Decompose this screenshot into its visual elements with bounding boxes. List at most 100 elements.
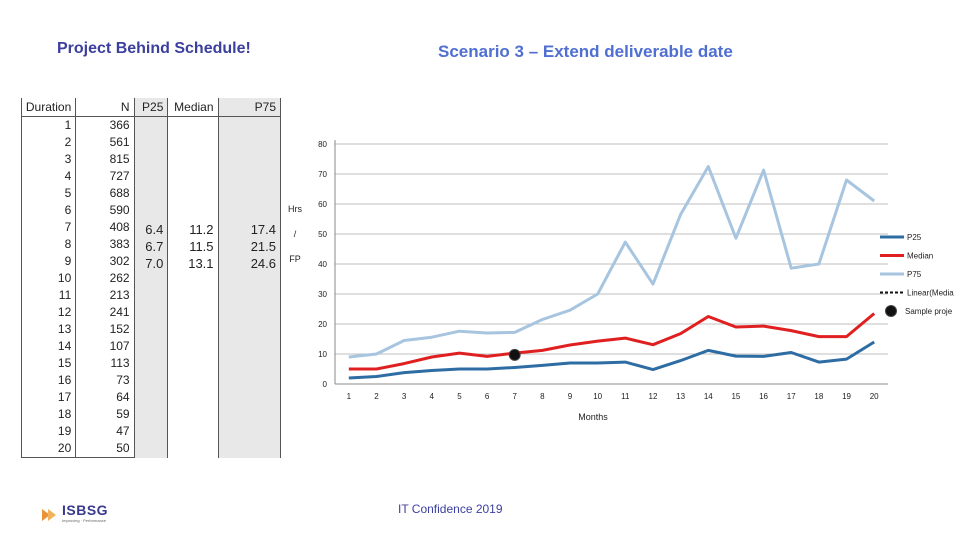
y-tick-label: 10 [318,350,327,359]
logo-mark-icon [42,509,56,521]
header-p25: P25 [134,98,169,117]
n-cell: 408 [75,219,135,236]
n-cell: 383 [75,236,135,253]
y-tick-label: 60 [318,200,327,209]
table-row: 1 366 6.4 6.7 7.0 11.2 11.5 13.1 17.4 21.5 24.6 [20,116,282,458]
table-row: 9 302 [20,253,281,270]
series-line-p25 [348,340,875,380]
legend-label: P25 [907,233,922,242]
n-cell: 590 [75,202,135,219]
n-cell: 113 [75,355,135,372]
y-tick-label: 50 [318,230,327,239]
x-tick-label: 1 [347,392,352,401]
x-axis-label: Months [578,412,608,422]
n-cell: 50 [75,440,135,458]
y-tick-label: 30 [318,290,327,299]
table-row: 3 815 [20,151,281,168]
table-row: 13 152 [20,321,281,338]
duration-cell: 11 [20,287,77,304]
x-tick-label: 17 [787,392,796,401]
duration-cell: 14 [20,338,77,355]
p25-column-value: 6.4 [145,222,164,237]
x-tick-label: 15 [731,392,740,401]
median-column: 11.2 11.5 13.1 [167,116,219,458]
duration-cell: 4 [20,168,77,185]
x-tick-label: 11 [621,392,630,401]
duration-cell: 3 [20,151,77,168]
p25-column-value: 6.7 [145,239,164,254]
x-tick-label: 16 [759,392,768,401]
x-tick-label: 6 [485,392,490,401]
p25-column-value: 7.0 [145,256,164,271]
header-n: N [75,98,135,117]
duration-cell: 19 [20,423,77,440]
left-title: Project Behind Schedule! [57,40,251,57]
duration-cell: 2 [20,134,77,151]
series-line-median [348,312,876,371]
duration-cell: 12 [20,304,77,321]
y-tick-label: 20 [318,320,327,329]
x-tick-label: 18 [814,392,823,401]
n-cell: 688 [75,185,135,202]
duration-cell: 16 [20,372,77,389]
y-axis-label: Hrs [288,204,302,214]
duration-cell: 13 [20,321,77,338]
n-cell: 241 [75,304,135,321]
duration-cell: 17 [20,389,77,406]
p75-column-value: 21.5 [250,239,276,254]
table-header-row: Duration N P25 Median P75 [20,98,282,117]
x-tick-label: 20 [870,392,879,401]
n-cell: 152 [75,321,135,338]
y-axis-label: / [294,229,297,239]
x-tick-label: 8 [540,392,545,401]
x-tick-label: 19 [842,392,851,401]
legend-label: Sample proje [905,307,953,316]
footer-text: IT Confidence 2019 [398,502,503,516]
table-row: 8 383 [20,236,281,253]
duration-table: Duration N P25 Median P75 1 366 6.4 6.7 7.0 1… [20,98,282,458]
table-row: 16 73 [20,372,281,389]
x-tick-label: 12 [649,392,658,401]
table-row: 14 107 [20,338,281,355]
duration-cell: 8 [20,236,77,253]
x-tick-label: 2 [374,392,379,401]
median-column-value: 11.5 [189,239,214,254]
x-tick-label: 7 [512,392,517,401]
n-cell: 213 [75,287,135,304]
duration-cell: 15 [20,355,77,372]
n-cell: 727 [75,168,135,185]
median-column-value: 13.1 [188,256,214,271]
table-row: 19 47 [20,423,281,440]
duration-cell: 10 [20,270,77,287]
table-row: 5 688 [20,185,281,202]
series-line-p75 [348,165,876,359]
header-median: Median [167,98,219,117]
x-tick-label: 13 [676,392,685,401]
legend-label: Median [907,252,933,261]
logo-text: ISBSG [62,502,109,518]
table-row: 15 113 [20,355,281,372]
table-row: 17 64 [20,389,281,406]
table-row: 18 59 [20,406,281,423]
sample-project-point [508,348,521,361]
table-row: 2 561 [20,134,281,151]
n-cell: 47 [75,423,135,440]
y-tick-label: 80 [318,140,327,149]
n-cell: 561 [75,134,135,151]
n-cell: 262 [75,270,135,287]
duration-cell: 1 [20,116,77,134]
x-tick-label: 5 [457,392,462,401]
y-tick-label: 70 [318,170,327,179]
table-row: 12 241 [20,304,281,321]
legend-label: P75 [907,270,922,279]
n-cell: 302 [75,253,135,270]
n-cell: 59 [75,406,135,423]
y-tick-label: 0 [323,380,328,389]
table-row: 10 262 [20,270,281,287]
table-row: 6 590 [20,202,281,219]
duration-cell: 9 [20,253,77,270]
y-tick-label: 40 [318,260,327,269]
n-cell: 107 [75,338,135,355]
x-tick-label: 9 [568,392,573,401]
